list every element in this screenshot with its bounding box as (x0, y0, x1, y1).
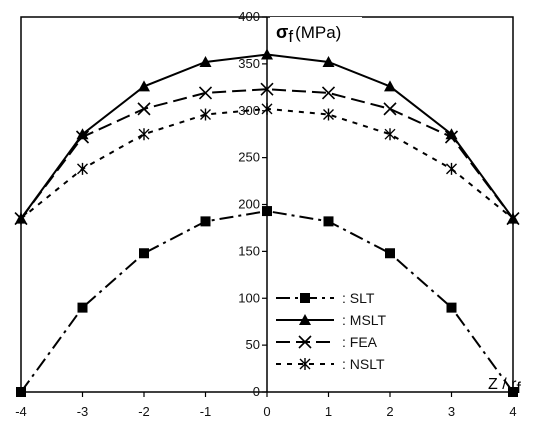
x-tick-label: -1 (200, 404, 212, 419)
data-point (261, 48, 273, 60)
data-point (15, 212, 27, 225)
x-tick-label: -4 (15, 404, 27, 419)
data-point (444, 130, 459, 144)
x-tick-group: -4 -3 -2 -1 0 1 2 3 4 (15, 392, 517, 419)
data-point (385, 248, 395, 259)
data-point (323, 216, 334, 227)
data-point (323, 108, 334, 121)
y-tick-label: 400 (238, 9, 260, 24)
data-point (77, 162, 88, 175)
data-point (199, 56, 212, 67)
legend-item: : NSLT (276, 356, 385, 372)
y-tick-label: 200 (238, 197, 260, 212)
x-tick-label: 0 (263, 404, 270, 419)
y-tick-label: 100 (238, 290, 260, 305)
series-square (16, 206, 518, 397)
data-point (198, 86, 213, 100)
y-label-background (270, 17, 362, 43)
data-point (507, 212, 519, 225)
data-point (322, 56, 335, 67)
data-point (137, 102, 151, 116)
data-point (384, 80, 396, 92)
data-point (77, 302, 88, 313)
legend-label: : MSLT (342, 312, 387, 328)
data-point (321, 86, 336, 100)
series-layer (14, 48, 520, 397)
legend-marker (298, 335, 312, 349)
data-point (260, 82, 274, 96)
x-tick-label: 3 (448, 404, 455, 419)
legend-marker (300, 293, 310, 303)
legend-background (274, 284, 410, 378)
data-point (262, 206, 272, 217)
x-tick-label: 1 (325, 404, 332, 419)
legend: : SLT : MSLT : FEA : NSLT (274, 284, 410, 378)
data-point (383, 102, 397, 116)
y-tick-label: 50 (246, 337, 260, 352)
y-tick-label: 150 (238, 243, 260, 258)
legend-label: : FEA (342, 334, 378, 350)
legend-marker (299, 358, 311, 370)
x-tick-label: -3 (77, 404, 89, 419)
data-point (384, 128, 396, 141)
series-line (20, 88, 514, 220)
data-point (138, 80, 150, 92)
data-point (200, 108, 211, 121)
legend-marker (299, 314, 311, 325)
legend-item: : SLT (276, 290, 375, 306)
data-point (200, 216, 211, 227)
data-point (446, 302, 457, 313)
legend-item: : MSLT (276, 312, 387, 328)
y-tick-label: 0 (253, 384, 260, 399)
data-point (139, 248, 149, 259)
y-tick-label: 300 (238, 103, 260, 118)
data-point (138, 128, 150, 141)
data-point (16, 387, 26, 397)
data-point (75, 130, 90, 144)
data-point (508, 387, 518, 397)
y-tick-label: 250 (238, 150, 260, 165)
legend-label: : NSLT (342, 356, 385, 372)
legend-label: : SLT (342, 290, 375, 306)
y-axis-label: σf (MPa) (276, 22, 341, 46)
legend-item: : FEA (276, 334, 378, 350)
x-axis-label: Z / rf (488, 376, 521, 397)
x-tick-label: 2 (386, 404, 393, 419)
data-point (446, 162, 457, 175)
data-point (261, 102, 273, 115)
x-tick-label: -2 (138, 404, 150, 419)
y-tick-label: 350 (238, 56, 260, 71)
x-tick-label: 4 (509, 404, 516, 419)
y-tick-group: 0 50 100 150 200 250 300 350 400 (238, 9, 267, 399)
series-asterisk (15, 102, 519, 225)
